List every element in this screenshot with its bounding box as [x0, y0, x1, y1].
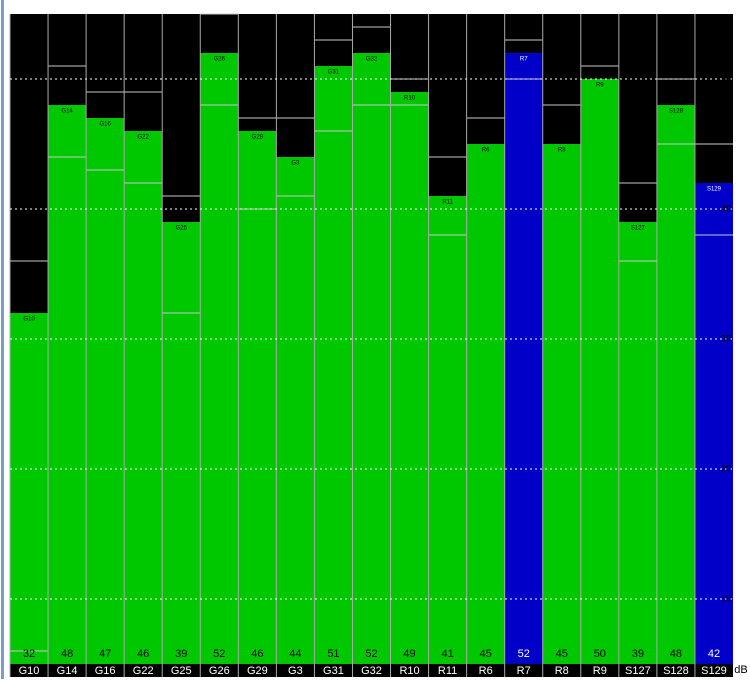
- bar: [504, 53, 543, 664]
- bar: [390, 92, 429, 664]
- value-label: 52: [213, 648, 225, 660]
- value-label: 48: [670, 648, 682, 660]
- bar-name: S128: [669, 109, 684, 115]
- bar: [694, 183, 733, 664]
- bar-name: G10: [23, 317, 35, 323]
- y-tick-label: 30: [721, 333, 731, 343]
- x-tick-label: G25: [171, 665, 192, 677]
- value-label: 47: [99, 648, 111, 660]
- bar-name: G3: [291, 161, 300, 167]
- value-label: 48: [61, 648, 73, 660]
- bar: [618, 222, 657, 664]
- value-label: 44: [289, 648, 301, 660]
- x-tick-label: S128: [663, 665, 689, 677]
- unit-label: dB: [734, 664, 747, 676]
- x-tick-label: R6: [479, 665, 493, 677]
- y-tick-label: 50: [721, 73, 731, 83]
- x-tick-label: G3: [288, 665, 303, 677]
- x-tick-label: R9: [593, 665, 607, 677]
- x-tick-label: G26: [209, 665, 230, 677]
- x-tick-label: G16: [95, 665, 116, 677]
- x-tick-label: R11: [438, 665, 457, 677]
- value-label: 52: [518, 648, 530, 660]
- bar: [542, 144, 581, 664]
- bar: [656, 105, 695, 664]
- value-label: 49: [403, 648, 415, 660]
- bar: [352, 53, 391, 664]
- bar: [580, 79, 619, 664]
- x-tick-label: G10: [19, 665, 40, 677]
- bar-name: G16: [99, 122, 111, 128]
- x-tick-label: G22: [133, 665, 154, 677]
- value-label: 39: [175, 648, 187, 660]
- bar: [276, 157, 315, 664]
- x-tick-label: R8: [555, 665, 569, 677]
- value-label: 42: [708, 648, 720, 660]
- bar-name: R10: [404, 96, 416, 102]
- bar: [238, 131, 277, 664]
- x-tick-label: R10: [399, 665, 419, 677]
- bar: [124, 131, 163, 664]
- y-tick-label: 40: [721, 203, 731, 213]
- value-label: 41: [441, 648, 453, 660]
- bar-name: G32: [366, 57, 378, 63]
- x-tick-label: S127: [625, 665, 651, 677]
- value-label: 46: [137, 648, 149, 660]
- bar: [48, 105, 87, 664]
- bar-name: R11: [442, 200, 453, 206]
- value-label: 32: [23, 648, 35, 660]
- bar-name: G26: [214, 57, 226, 63]
- bar-name: G25: [176, 226, 188, 232]
- x-tick-label: G14: [57, 665, 78, 677]
- bar: [10, 313, 49, 664]
- bar-name: R6: [482, 148, 490, 154]
- x-tick-label: S129: [701, 665, 727, 677]
- value-label: 39: [632, 648, 644, 660]
- bar: [86, 118, 125, 664]
- x-tick-label: R7: [517, 665, 531, 677]
- y-tick-label: 20: [721, 463, 731, 473]
- frame-edge: [1, 0, 4, 679]
- bar-name: S127: [631, 226, 646, 232]
- bar-name: R7: [520, 57, 528, 63]
- bar: [428, 196, 467, 664]
- bar-name: G22: [138, 135, 150, 141]
- x-tick-label: G32: [361, 665, 382, 677]
- bar: [162, 222, 201, 664]
- bar: [466, 144, 505, 664]
- x-tick-label: G31: [323, 665, 344, 677]
- y-tick-label: 10: [721, 593, 731, 603]
- bar-name: R8: [558, 148, 566, 154]
- bar-name: R9: [596, 83, 604, 89]
- bar-name: S129: [707, 187, 722, 193]
- value-label: 52: [365, 648, 377, 660]
- value-label: 46: [251, 648, 263, 660]
- value-label: 51: [327, 648, 339, 660]
- bar: [314, 66, 353, 664]
- value-label: 50: [594, 648, 606, 660]
- value-label: 45: [480, 648, 492, 660]
- x-tick-label: G29: [247, 665, 268, 677]
- bar-name: G31: [328, 70, 340, 76]
- bar-name: G14: [61, 109, 73, 115]
- value-label: 45: [556, 648, 568, 660]
- bar-name: G29: [252, 135, 264, 141]
- bar: [200, 53, 239, 664]
